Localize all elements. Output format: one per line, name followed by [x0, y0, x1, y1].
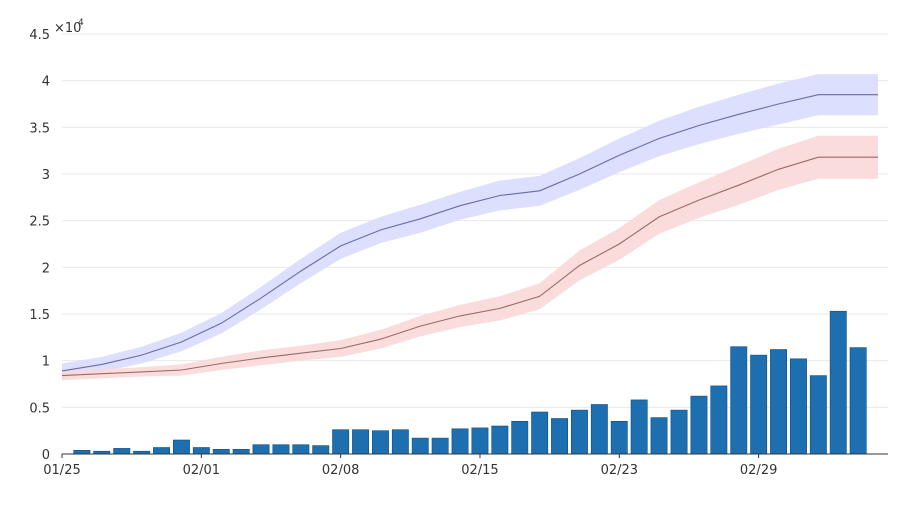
x-tick-label: 02/01: [183, 463, 220, 478]
bar: [511, 420, 529, 455]
band-lower: [62, 135, 878, 381]
bar: [590, 404, 608, 455]
y-tick-label: 1.5: [29, 308, 50, 323]
bar: [570, 409, 588, 455]
bar: [153, 447, 170, 455]
x-tick-label: 01/25: [43, 463, 80, 478]
bar-series: [73, 310, 867, 455]
bar: [829, 310, 847, 455]
bar: [431, 437, 449, 455]
bar: [630, 399, 648, 455]
y-tick-labels: 0 0.5 1 1.5 2 2.5 3 3.5 4 4.5: [29, 28, 50, 463]
bar: [371, 430, 389, 455]
line-lower: [61, 156, 878, 377]
bar: [252, 444, 270, 455]
y-exponent-label: ×10: [54, 21, 81, 36]
y-tick-label: 1: [42, 355, 50, 370]
x-tick-labels: 01/25 02/01 02/08 02/15 02/23 02/29: [43, 454, 777, 478]
x-tick-label: 02/08: [322, 463, 359, 478]
bar: [73, 449, 91, 455]
confidence-bands: [62, 74, 878, 381]
bar: [471, 427, 489, 455]
y-tick-label: 0: [42, 448, 50, 463]
y-tick-label: 2.5: [29, 215, 50, 230]
bar: [192, 447, 210, 455]
bar: [312, 445, 330, 455]
bar: [391, 429, 409, 455]
line-series: [61, 94, 878, 377]
bar: [232, 448, 250, 455]
bar: [411, 437, 429, 455]
grid: [62, 33, 888, 408]
bar: [551, 418, 569, 455]
y-tick-label: 3.5: [29, 121, 50, 136]
y-exponent-power: 4: [78, 18, 84, 28]
y-tick-label: 3: [42, 168, 50, 183]
line-upper: [61, 94, 878, 372]
y-tick-label: 4: [42, 75, 50, 90]
bar: [610, 420, 628, 455]
bar: [272, 444, 290, 455]
bar: [451, 428, 469, 455]
bar: [332, 429, 350, 455]
bar: [809, 375, 827, 455]
bar: [173, 439, 190, 455]
bar: [352, 429, 369, 455]
bar: [292, 444, 310, 455]
bar: [531, 411, 549, 455]
bar: [113, 448, 131, 455]
band-upper: [62, 74, 878, 379]
y-tick-label: 4.5: [29, 28, 50, 43]
bar: [849, 347, 867, 455]
bar: [730, 346, 748, 455]
bar: [690, 395, 708, 455]
bar: [789, 358, 807, 455]
x-tick-label: 02/29: [740, 463, 777, 478]
y-tick-label: 0.5: [29, 401, 50, 416]
x-tick-label: 02/23: [601, 463, 638, 478]
bar: [491, 425, 509, 455]
y-tick-label: 2: [42, 261, 50, 276]
bar: [750, 354, 768, 455]
bar: [650, 417, 668, 455]
bar: [212, 448, 230, 455]
bar: [770, 349, 788, 455]
x-tick-label: 02/15: [461, 463, 498, 478]
bar: [710, 385, 728, 455]
bar: [670, 409, 688, 455]
